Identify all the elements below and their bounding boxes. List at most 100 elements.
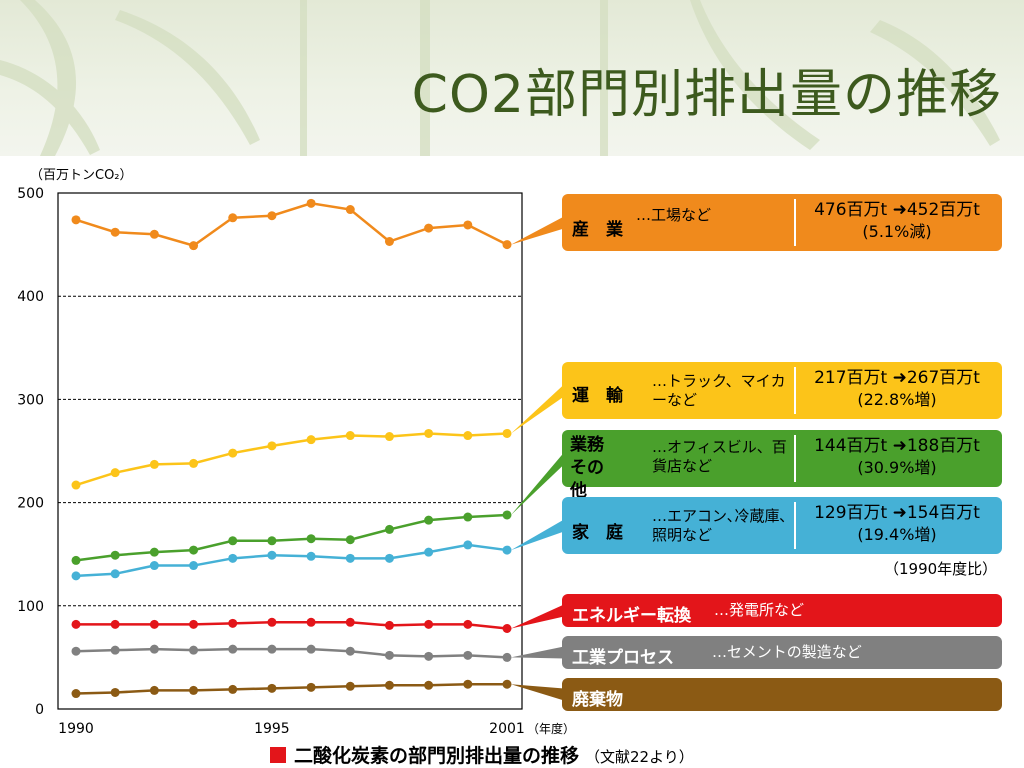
data-point (306, 617, 316, 627)
data-point (463, 431, 473, 441)
data-point (228, 553, 238, 563)
data-point (110, 619, 120, 629)
label-divider (794, 199, 796, 246)
data-point (228, 618, 238, 628)
y-tick-label: 200 (17, 496, 44, 512)
series-label-name: 家 庭 (572, 523, 623, 543)
series-label-desc: …発電所など (714, 601, 805, 619)
data-point (149, 229, 159, 239)
plot-frame (57, 192, 523, 710)
series-line (75, 543, 508, 578)
data-point (463, 650, 473, 660)
data-point (189, 241, 199, 251)
series-label-change: 476百万t ➜452百万t (5.1%減) (800, 200, 994, 242)
series-label-desc: …オフィスビル、百貨店など (652, 438, 787, 475)
data-point (189, 619, 199, 629)
change-percent: (19.4%増) (857, 525, 937, 544)
red-square-icon (270, 747, 286, 763)
series-line (75, 513, 508, 562)
x-tick-label: 1990 (58, 721, 94, 737)
data-point (345, 553, 355, 563)
data-point (384, 237, 394, 247)
label-divider (794, 367, 796, 414)
series-label-name: 業務その他 (570, 435, 604, 501)
change-percent: (5.1%減) (862, 222, 932, 241)
label-connector (511, 384, 564, 434)
y-tick-label: 0 (35, 702, 44, 718)
series-label-name: 廃棄物 (572, 690, 623, 710)
data-point (306, 551, 316, 561)
data-point (149, 685, 159, 695)
series-label-desc: …トラック、マイカーなど (652, 372, 786, 409)
change-amount: 476百万t ➜452百万t (814, 200, 980, 220)
y-tick-label: 300 (17, 392, 44, 408)
series-label-box: 産 業 …工場など 476百万t ➜452百万t (5.1%減) (562, 194, 1002, 251)
data-point (267, 683, 277, 693)
data-point (502, 545, 512, 555)
data-point (345, 535, 355, 545)
data-point (71, 689, 81, 699)
series-line (76, 621, 508, 630)
data-point (424, 651, 434, 661)
data-point (110, 569, 120, 579)
line-chart: （百万トンCO₂） 500 400 300 200 100 0 1990 1995 2001 （… (17, 168, 575, 737)
label-connector (511, 646, 564, 659)
data-point (424, 428, 434, 438)
data-point (384, 620, 394, 630)
data-point (110, 468, 120, 478)
series-group (71, 510, 512, 565)
data-point (267, 441, 277, 451)
data-point (189, 645, 199, 655)
series-line (75, 202, 508, 248)
label-connector (511, 604, 564, 629)
data-point (267, 536, 277, 546)
data-point (424, 619, 434, 629)
data-point (502, 652, 512, 662)
data-point (463, 512, 473, 522)
series-label-desc: …セメントの製造など (712, 643, 862, 661)
series-label-name: 運 輸 (572, 386, 623, 406)
y-tick-label: 500 (17, 186, 44, 202)
data-point (345, 617, 355, 627)
data-point (228, 213, 238, 223)
data-point (267, 617, 277, 627)
data-point (71, 646, 81, 656)
data-point (345, 646, 355, 656)
data-point (345, 205, 355, 215)
change-percent: (30.9%増) (857, 458, 937, 477)
series-group (71, 617, 512, 634)
series-line (75, 432, 508, 487)
series-line (75, 682, 507, 695)
label-connector (511, 452, 564, 515)
label-divider (794, 502, 796, 549)
data-point (228, 684, 238, 694)
series-label-box: 工業プロセス …セメントの製造など (562, 636, 1002, 669)
series-label-change: 217百万t ➜267百万t (22.8%増) (800, 368, 994, 410)
series-label-change: 144百万t ➜188百万t (30.9%増) (800, 436, 994, 478)
data-point (189, 545, 199, 555)
y-tick-label: 100 (17, 599, 44, 615)
data-point (110, 645, 120, 655)
series-label-change: 129百万t ➜154百万t (19.4%増) (800, 503, 994, 545)
chart-caption: 二酸化炭素の部門別排出量の推移 （文献22より） (270, 741, 694, 768)
data-point (384, 680, 394, 690)
series-line (75, 647, 508, 659)
data-point (189, 685, 199, 695)
data-point (502, 624, 512, 634)
data-point (502, 428, 512, 438)
data-point (384, 432, 394, 442)
series-label-box: 運 輸 …トラック、マイカーなど 217百万t ➜267百万t (22.8%増) (562, 362, 1002, 419)
data-point (110, 550, 120, 560)
caption-text: 二酸化炭素の部門別排出量の推移 (294, 745, 580, 767)
x-unit-label: （年度） (527, 721, 575, 736)
data-point (424, 223, 434, 233)
data-point (424, 547, 434, 557)
series-group (71, 540, 512, 581)
data-point (384, 524, 394, 534)
bamboo-background (0, 0, 1000, 156)
series-group (71, 679, 512, 699)
change-amount: 144百万t ➜188百万t (814, 436, 980, 456)
caption-source: （文献22より） (585, 748, 694, 766)
series-label-box: エネルギー転換 …発電所など (562, 594, 1002, 627)
data-point (71, 215, 81, 225)
